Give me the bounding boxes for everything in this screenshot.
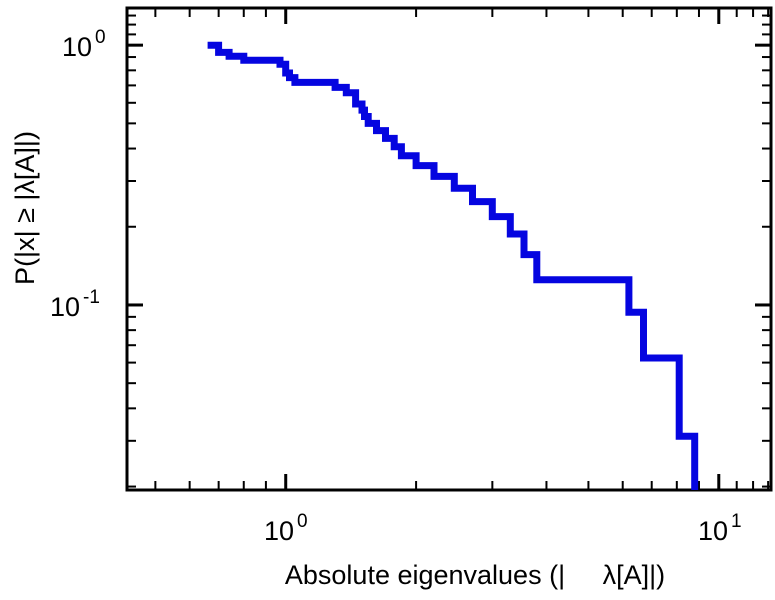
- y-tick-label-0p1: 10 -1: [50, 287, 100, 322]
- plot-area: [125, 6, 773, 492]
- plot-frame: [125, 6, 773, 492]
- ccdf-line: [207, 41, 699, 490]
- x-tick-label-10: 10 1: [698, 511, 742, 546]
- x-axis-label: Absolute eigenvalues (| λ[A]|): [285, 560, 665, 590]
- y-axis-label: P(|x| ≥ |λ[A]|): [10, 131, 40, 285]
- x-tick-label-1: 10 0: [264, 511, 308, 546]
- y-tick-label-1: 10 0: [62, 27, 106, 62]
